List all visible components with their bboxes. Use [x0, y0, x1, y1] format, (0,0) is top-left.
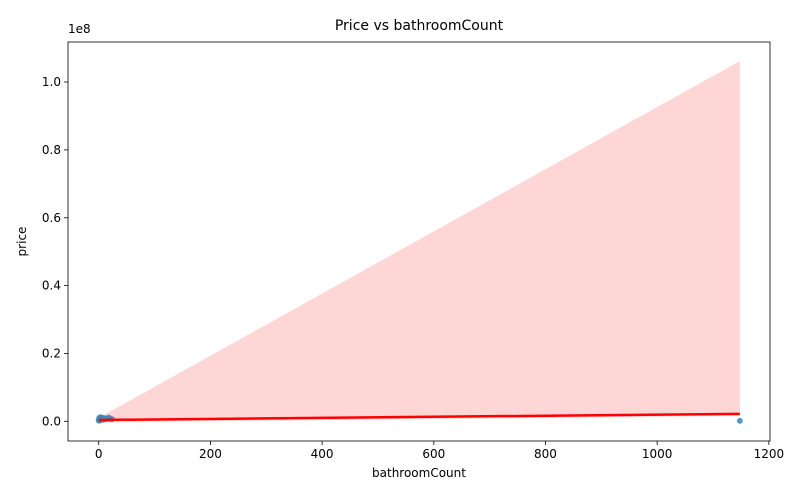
plot-frame: [67, 41, 771, 442]
y-axis-offset-label: 1e8: [68, 22, 91, 36]
data-point: [736, 417, 743, 424]
x-axis: 0 200 400 600 800 1000 1200: [95, 441, 784, 461]
y-tick-label: 0.0: [42, 414, 61, 428]
chart-title: Price vs bathroomCount: [335, 18, 504, 34]
plot-area: [95, 61, 743, 424]
y-axis-label: price: [15, 227, 29, 257]
y-axis: 0.0 0.2 0.4 0.6 0.8 1.0: [42, 75, 68, 428]
regression-line: [98, 412, 740, 422]
x-axis-label: bathroomCount: [372, 466, 466, 480]
y-tick-label: 1.0: [42, 75, 61, 89]
confidence-band: [98, 61, 740, 423]
y-tick-label: 0.8: [42, 143, 61, 157]
y-tick-label: 0.4: [42, 279, 61, 293]
x-tick-label: 1000: [642, 447, 673, 461]
y-tick-label: 0.2: [42, 346, 61, 360]
x-tick-label: 400: [311, 447, 334, 461]
x-tick-label: 0: [95, 447, 103, 461]
y-tick-label: 0.6: [42, 211, 61, 225]
x-tick-label: 800: [534, 447, 557, 461]
x-tick-label: 1200: [754, 447, 785, 461]
x-tick-label: 200: [199, 447, 222, 461]
x-tick-label: 600: [422, 447, 445, 461]
